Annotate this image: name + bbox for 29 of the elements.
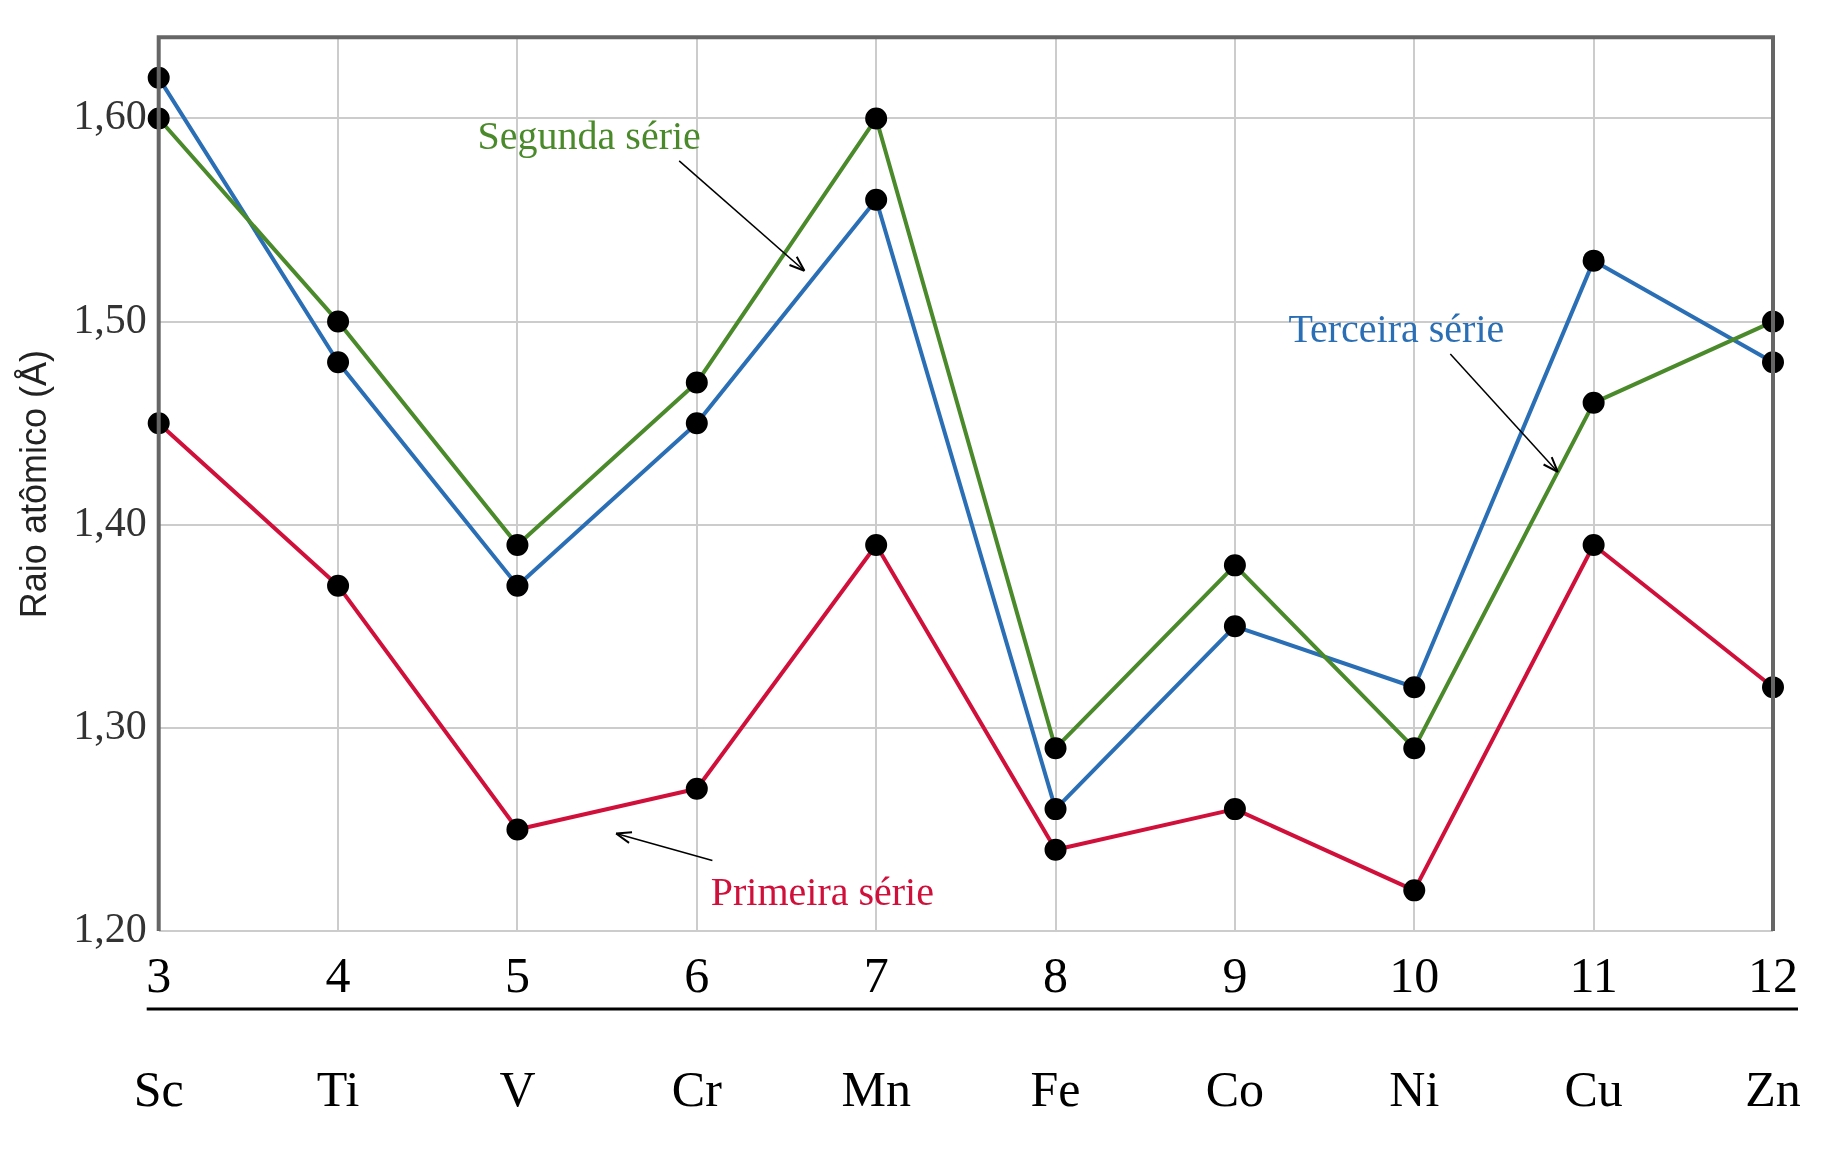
text: Zn bbox=[1745, 1061, 1801, 1117]
text: Ni bbox=[1389, 1061, 1440, 1117]
x-tick-label: 11 bbox=[1569, 947, 1618, 1004]
y-tick-label: 1,60 bbox=[73, 92, 147, 139]
text: V bbox=[499, 1061, 536, 1117]
series-label: Terceira série bbox=[1288, 305, 1505, 351]
text: Ti bbox=[316, 1061, 360, 1117]
text: Co bbox=[1205, 1061, 1265, 1117]
x-tick-label: 5 bbox=[504, 947, 530, 1004]
y-tick-label: 1,50 bbox=[73, 295, 147, 342]
text: Cr bbox=[671, 1061, 723, 1117]
x-tick-label: 8 bbox=[1043, 947, 1069, 1004]
text: Mn bbox=[841, 1061, 911, 1117]
y-axis-title: Raio atômico (Å) bbox=[12, 350, 54, 619]
x-tick-label: 3 bbox=[146, 947, 172, 1004]
series-label: Primeira série bbox=[710, 868, 934, 914]
x-tick-label: 10 bbox=[1389, 947, 1440, 1004]
text: Cu bbox=[1564, 1061, 1623, 1117]
x-tick-label: 6 bbox=[684, 947, 710, 1004]
x-tick-label: 9 bbox=[1222, 947, 1248, 1004]
text: Segunda série bbox=[477, 112, 701, 158]
y-tick-label: 1,20 bbox=[73, 905, 147, 952]
x-tick-label: 7 bbox=[863, 947, 889, 1004]
y-tick-label: 1,30 bbox=[73, 701, 147, 748]
text: Sc bbox=[133, 1061, 184, 1117]
x-tick-label: 12 bbox=[1748, 947, 1798, 1004]
y-tick-label: 1,40 bbox=[73, 498, 147, 545]
x-tick-label: 4 bbox=[325, 947, 351, 1004]
text: Fe bbox=[1030, 1061, 1081, 1117]
